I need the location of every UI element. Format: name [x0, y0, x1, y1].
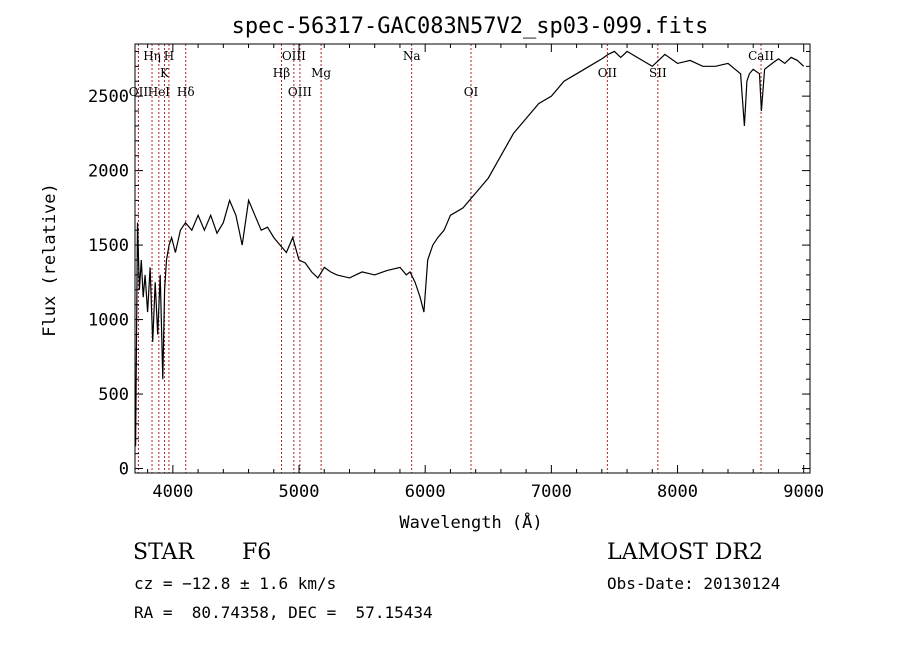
x-tick-label: 5000 [279, 482, 320, 502]
line-marker-label: Na [403, 49, 421, 63]
y-axis-label: Flux (relative) [40, 183, 60, 337]
line-marker-label: OI [464, 85, 479, 99]
line-marker-label: Mg [311, 66, 331, 80]
series-group [135, 50, 805, 447]
line-marker-label: H [164, 49, 174, 63]
spectrum-line [135, 50, 805, 447]
line-marker-label: CaII [748, 49, 774, 63]
line-marker-label: Hη [143, 49, 161, 63]
line-marker-label: OII [598, 66, 618, 80]
line-marker-label: Hβ [273, 66, 290, 80]
x-tick-label: 4000 [152, 482, 193, 502]
line-marker-label: OIII [282, 49, 306, 63]
line-marker-label: Hδ [177, 85, 195, 99]
object-class: STAR [133, 540, 194, 565]
y-tick-label: 2500 [88, 87, 129, 107]
line-marker-label: HeI [148, 85, 171, 99]
y-tick-label: 1000 [88, 311, 129, 331]
line-marker-label: OII [129, 85, 149, 99]
plot-frame [134, 43, 811, 474]
survey-name: LAMOST DR2 [607, 540, 763, 565]
y-tick-label: 500 [98, 385, 129, 405]
x-tick-label: 6000 [405, 482, 446, 502]
line-labels: OII Hη HeI KH Hδ Hβ OIII OIII Mg Na OI OII SII CaII [129, 49, 774, 99]
line-marker-label: K [160, 66, 170, 80]
x-tick-label: 9000 [783, 482, 824, 502]
x-tick-label: 7000 [531, 482, 572, 502]
obs-date: Obs-Date: 20130124 [607, 574, 781, 593]
line-marker-label: SII [649, 66, 667, 80]
line-marker-label: OIII [288, 85, 312, 99]
redshift-cz: cz = −12.8 ± 1.6 km/s [134, 574, 337, 593]
x-tick-label: 8000 [657, 482, 698, 502]
object-subclass: F6 [242, 540, 272, 565]
y-tick-label: 0 [119, 460, 129, 480]
line-markers [137, 44, 762, 473]
y-tick-label: 1500 [88, 236, 129, 256]
x-axis: 4000 5000 6000 7000 8000 9000 [147, 44, 824, 502]
chart-title: spec-56317-GAC083N57V2_sp03-099.fits [232, 14, 709, 39]
y-tick-label: 2000 [88, 162, 129, 182]
y-axis: 0 500 1000 1500 2000 2500 [88, 50, 810, 480]
x-axis-label: Wavelength (Å) [399, 511, 542, 533]
coordinates: RA = 80.74358, DEC = 57.15434 [134, 603, 433, 622]
